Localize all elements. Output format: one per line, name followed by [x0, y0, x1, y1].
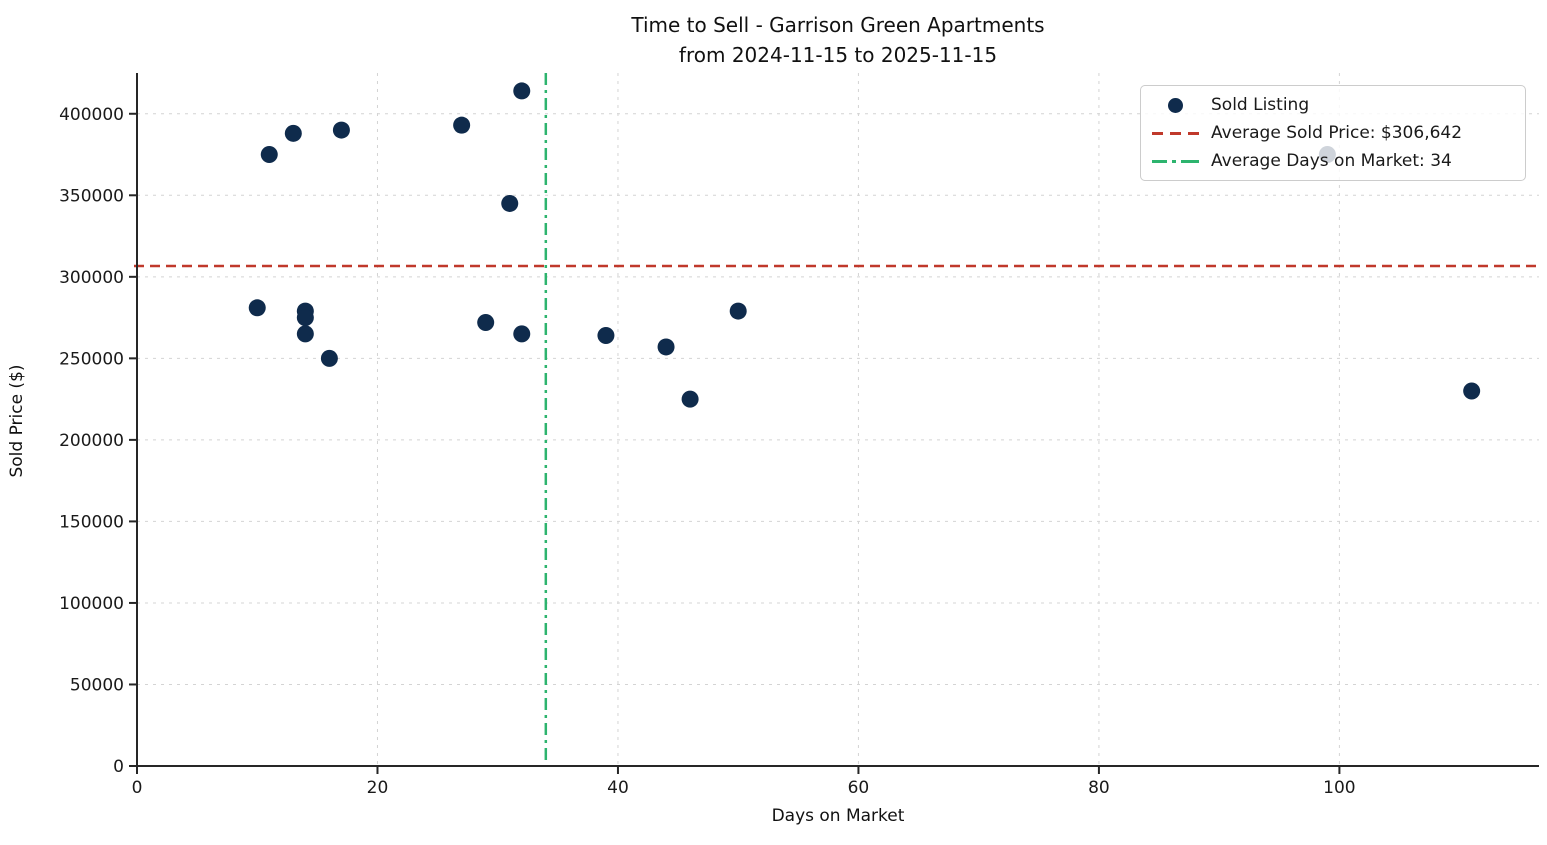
chart-title-block: Time to Sell - Garrison Green Apartments… [137, 10, 1539, 70]
scatter-point [1463, 382, 1481, 400]
legend-label-average-days: Average Days on Market: 34 [1211, 151, 1452, 171]
y-tick-label: 300000 [59, 268, 124, 288]
scatter-point [501, 194, 519, 212]
scatter-point [597, 327, 615, 345]
scatter-point [453, 116, 471, 134]
y-tick-label: 350000 [59, 186, 124, 206]
chart-title: Time to Sell - Garrison Green Apartments [631, 13, 1045, 37]
y-tick-label: 100000 [59, 594, 124, 614]
scatter-point [477, 313, 495, 331]
scatter-point [513, 325, 531, 343]
y-tick-label: 250000 [59, 349, 124, 369]
scatter-point [657, 338, 675, 356]
y-tick-label: 200000 [59, 431, 124, 451]
legend-item-average-price: Average Sold Price: $306,642 [1151, 119, 1515, 147]
legend-label-average-price: Average Sold Price: $306,642 [1211, 123, 1463, 143]
y-tick-label: 150000 [59, 512, 124, 532]
chart-subtitle: from 2024-11-15 to 2025-11-15 [678, 43, 998, 67]
scatter-point [296, 309, 314, 327]
scatter-point [681, 390, 699, 408]
x-tick-label: 0 [132, 778, 143, 798]
x-tick-label: 40 [607, 778, 629, 798]
legend-label-sold-listing: Sold Listing [1211, 95, 1310, 115]
y-tick-label: 0 [113, 757, 124, 777]
scatter-point [332, 121, 350, 139]
y-tick-label: 400000 [59, 105, 124, 125]
x-axis-label: Days on Market [771, 806, 905, 826]
scatter-point [284, 124, 302, 142]
scatter-point [513, 82, 531, 100]
x-tick-label: 80 [1088, 778, 1110, 798]
legend-dashed-line-marker [1151, 131, 1199, 135]
scatter-point [296, 325, 314, 343]
scatter-point [729, 302, 747, 320]
x-tick-label: 100 [1323, 778, 1355, 798]
legend-dot-marker [1167, 97, 1183, 113]
scatter-point [260, 146, 278, 164]
x-tick-label: 20 [367, 778, 389, 798]
x-tick-label: 60 [848, 778, 870, 798]
legend-item-sold-listing: Sold Listing [1151, 91, 1515, 119]
legend-item-average-days: Average Days on Market: 34 [1151, 147, 1515, 175]
scatter-point [320, 349, 338, 367]
scatter-point [248, 299, 266, 317]
y-tick-label: 50000 [70, 675, 124, 695]
legend-dashdot-line-marker [1151, 159, 1199, 163]
legend: Sold Listing Average Sold Price: $306,64… [1140, 85, 1526, 181]
